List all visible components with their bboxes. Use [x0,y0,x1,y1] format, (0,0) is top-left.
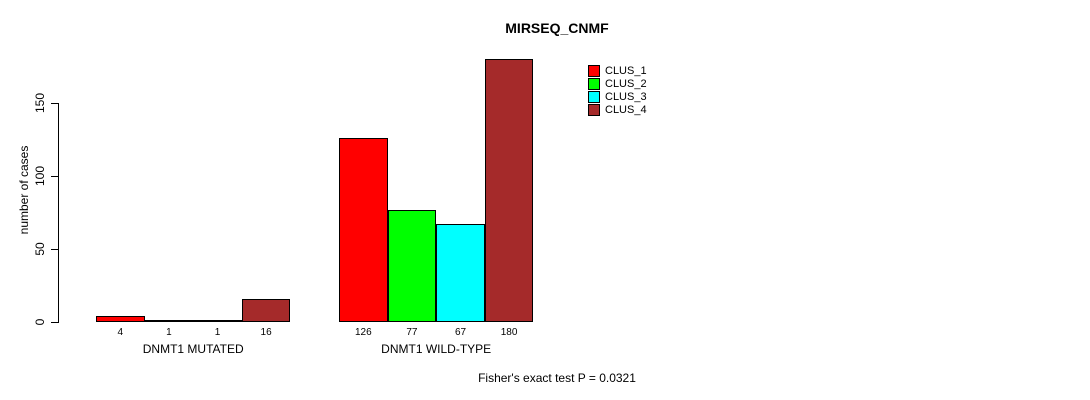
bar-value-label: 1 [166,327,172,338]
legend-swatch-icon [588,103,600,116]
legend-label: CLUS_2 [605,77,647,90]
bar-group1-clus_3 [193,320,242,322]
y-axis-line [58,103,59,323]
chart-title: MIRSEQ_CNMF [505,20,609,36]
y-tick-label: 0 [33,318,47,326]
bar-group1-clus_1 [96,316,145,322]
bar-group2-clus_2 [387,209,437,322]
legend-swatch-icon [588,64,600,77]
bar-value-label: 126 [354,327,372,338]
y-tick-label: 150 [33,92,47,114]
bar-value-label: 180 [500,327,518,338]
legend-item-clus_4: CLUS_4 [588,103,647,116]
legend-item-clus_1: CLUS_1 [588,64,647,77]
legend-swatch-icon [588,90,600,103]
bar-value-label: 4 [117,327,124,338]
y-axis-label: number of cases [17,145,31,235]
bar-value-label: 16 [260,327,272,338]
y-tick-mark [51,103,58,104]
legend-label: CLUS_3 [605,90,647,103]
legend: CLUS_1 CLUS_2 CLUS_3 CLUS_4 [588,64,647,116]
legend-item-clus_2: CLUS_2 [588,77,647,90]
bar-group2-clus_1 [339,138,388,322]
footnote-text: Fisher's exact test P = 0.0321 [478,371,636,385]
legend-item-clus_3: CLUS_3 [588,90,647,103]
y-tick-label: 100 [33,165,47,187]
bar-group2-clus_4 [484,59,534,322]
bar-value-label: 67 [454,327,467,338]
group-label: DNMT1 MUTATED [142,342,244,356]
bar-group2-clus_3 [436,224,485,322]
bar-group1-clus_4 [241,298,291,322]
y-tick-mark [51,176,58,177]
legend-label: CLUS_1 [605,64,647,77]
y-tick-mark [51,249,58,250]
y-tick-label: 50 [33,242,47,256]
legend-label: CLUS_4 [605,103,647,116]
bar-group1-clus_2 [144,320,194,322]
bar-value-label: 77 [406,327,418,338]
group-label: DNMT1 WILD-TYPE [381,342,492,356]
y-tick-mark [51,322,58,323]
bar-value-label: 1 [214,327,221,338]
legend-swatch-icon [588,77,600,90]
